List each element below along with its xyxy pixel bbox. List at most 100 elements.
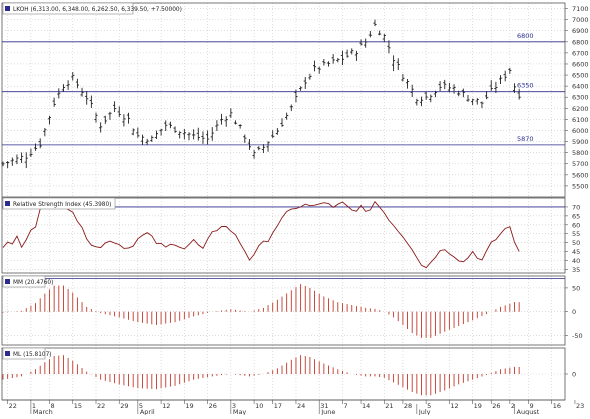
ohlc-bar: [192, 129, 196, 140]
ohlc-bar: [168, 121, 172, 129]
ohlc-bar: [233, 120, 238, 125]
ohlc-bar: [378, 30, 382, 36]
y-tick-label: 35: [572, 266, 580, 274]
ohlc-bar: [159, 128, 163, 136]
panel-title-box: [2, 275, 46, 288]
ohlc-bar: [373, 19, 377, 27]
ohlc-bar: [29, 148, 33, 157]
y-tick-label: 7000: [572, 16, 589, 24]
ohlc-bar: [126, 112, 131, 124]
ohlc-bar: [350, 48, 354, 55]
ohlc-bar: [47, 115, 52, 125]
y-tick-label: 6000: [572, 127, 589, 135]
ohlc-bar: [85, 91, 89, 105]
panel-frame: [1, 275, 566, 346]
ohlc-bar: [429, 94, 433, 103]
ohlc-bar: [438, 81, 442, 92]
panel-3: -50 0 50 MM (20.4760): [1, 275, 583, 346]
ohlc-bar: [164, 120, 168, 132]
x-tick-label: 14: [362, 402, 370, 410]
y-tick-label: 50: [572, 284, 580, 292]
x-tick-label: 3: [232, 402, 236, 410]
series-swatch: [5, 351, 10, 356]
series-swatch: [5, 279, 10, 284]
level-label: 6800: [517, 32, 534, 40]
panel-1: 5500 5600 5700 5800 5900 6000 6100 6200 6300 6400…: [1, 2, 589, 198]
ohlc-bar: [410, 84, 414, 98]
ohlc-bar: [354, 50, 358, 61]
ohlc-bar: [113, 101, 117, 113]
ohlc-bar: [122, 114, 126, 127]
ohlc-bar: [415, 98, 419, 106]
ohlc-bar: [359, 39, 363, 46]
ohlc-bar: [99, 122, 103, 133]
x-tick-label: 17: [274, 402, 282, 410]
ohlc-bar: [271, 130, 275, 138]
ohlc-bar: [285, 112, 289, 120]
ohlc-bar: [182, 128, 186, 140]
ohlc-bar: [322, 59, 326, 66]
ohlc-bar: [280, 118, 284, 127]
level-label: 5870: [517, 135, 534, 143]
ohlc-bar: [368, 31, 372, 38]
month-label: July: [418, 408, 431, 415]
ohlc-bar: [224, 116, 228, 127]
ohlc-bar: [75, 78, 79, 89]
ohlc-bar: [480, 101, 484, 109]
ohlc-bar: [345, 49, 349, 58]
ohlc-bar: [331, 54, 335, 64]
ohlc-bar: [210, 127, 214, 141]
panel-title-box: [2, 347, 46, 360]
ohlc-bar: [219, 113, 224, 125]
ohlc-bar: [452, 84, 456, 94]
ohlc-bar: [61, 84, 66, 92]
y-tick-label: 6200: [572, 105, 589, 113]
ohlc-bar: [1, 161, 5, 167]
ohlc-bar: [266, 141, 270, 152]
ohlc-bar: [312, 60, 317, 72]
y-tick-label: 70: [572, 203, 580, 211]
x-axis: 22 1 8 15 22 29 5 12 19 26 3 10 17 24 31 7 14 21 28 5 12 19 26…: [2, 399, 584, 416]
ohlc-bar: [299, 86, 303, 91]
ohlc-bar: [38, 138, 42, 149]
ohlc-bar: [66, 80, 70, 90]
x-tick-label: 23: [576, 402, 584, 410]
ohlc-bar: [154, 130, 159, 140]
ohlc-bar: [108, 111, 112, 120]
ohlc-bar: [503, 70, 507, 82]
ohlc-bar: [187, 132, 191, 141]
ohlc-bar: [457, 90, 461, 97]
x-tick-label: 10: [255, 402, 263, 410]
ohlc-bar: [24, 152, 28, 169]
ohlc-bar: [275, 128, 279, 135]
y-tick-label: 6900: [572, 27, 589, 35]
ohlc-bar: [243, 134, 247, 143]
ohlc-bar: [10, 157, 14, 166]
ohlc-bar: [57, 88, 61, 99]
ohlc-bar: [433, 90, 438, 98]
x-tick-label: 16: [553, 402, 561, 410]
x-tick-label: 22: [9, 402, 17, 410]
x-tick-label: 9: [529, 402, 533, 410]
panel-title: ML (15.8107): [13, 352, 52, 358]
ohlc-bar: [140, 134, 145, 145]
ohlc-bar: [15, 154, 19, 165]
panel-title: LKOH (6,313.00, 6,348.00, 6,262.50, 6,33…: [13, 7, 182, 13]
ohlc-bar: [461, 88, 465, 98]
panel-title-box: [2, 197, 116, 210]
ohlc-bar: [150, 135, 154, 142]
y-tick-label: 40: [572, 257, 580, 265]
y-tick-label: 7100: [572, 5, 589, 13]
ohlc-bar: [257, 146, 261, 151]
ohlc-bar: [471, 98, 475, 106]
ohlc-bar: [33, 143, 38, 151]
panel-title: MM (20.4760): [13, 280, 53, 286]
ohlc-bar: [405, 78, 410, 89]
ohlc-bar: [489, 80, 493, 91]
ohlc-bar: [303, 77, 307, 89]
x-tick-label: 19: [185, 402, 193, 410]
y-tick-label: 5600: [572, 171, 589, 179]
y-tick-label: 5700: [572, 160, 589, 168]
